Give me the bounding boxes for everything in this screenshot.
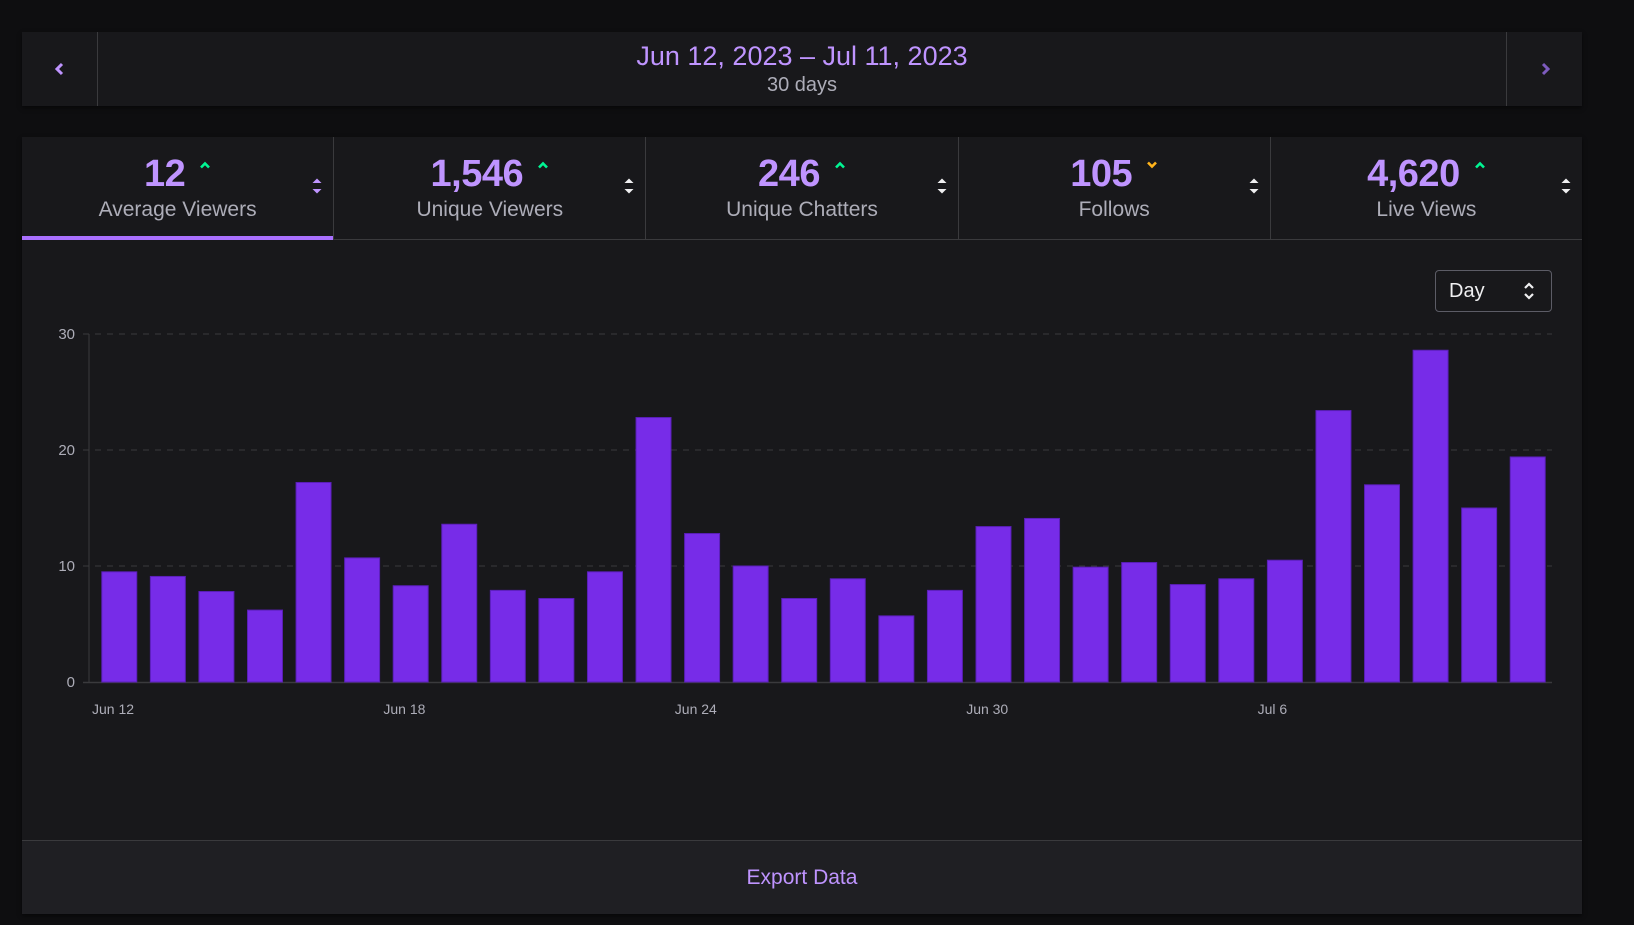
bar (149, 575, 186, 683)
date-range-bar: Jun 12, 2023 – Jul 11, 2023 30 days (22, 32, 1582, 106)
bar (878, 615, 915, 683)
stat-tab-average-viewers[interactable]: 12 Average Viewers (22, 137, 335, 240)
bar (1218, 578, 1255, 683)
trend-up-icon (835, 161, 845, 169)
stat-tab-live-views[interactable]: 4,620 Live Views (1271, 137, 1582, 239)
bar-chart: 0 10 20 30 Jun 12 Jun 18 Jun 24 Jun 30 Jul 6 (58, 326, 1552, 717)
x-tick-label: Jun 30 (966, 701, 1008, 717)
x-tick-label: Jun 24 (675, 701, 717, 717)
bar (538, 597, 575, 683)
bar (635, 417, 672, 683)
x-tick-label: Jun 12 (92, 701, 134, 717)
stat-label: Average Viewers (98, 198, 257, 221)
stat-label: Live Views (1376, 198, 1477, 221)
bar (829, 578, 866, 683)
bar (441, 523, 478, 683)
date-range-duration: 30 days (766, 74, 838, 96)
bar (1266, 559, 1303, 683)
stat-tab-unique-chatters[interactable]: 246 Unique Chatters (646, 137, 959, 239)
stat-value: 105 (1070, 153, 1133, 195)
bar (1461, 507, 1498, 683)
trend-down-icon (1147, 161, 1158, 169)
y-tick-label: 0 (67, 674, 75, 691)
chevron-right-icon (1541, 62, 1550, 76)
stat-label: Follows (1078, 198, 1150, 221)
bar (926, 589, 963, 683)
bar (1169, 584, 1206, 683)
chevron-up-down-icon (1524, 282, 1534, 300)
trend-up-icon (200, 161, 211, 169)
bar (1509, 456, 1546, 683)
bar (392, 585, 429, 683)
bar (489, 589, 526, 683)
interval-select-value: Day (1449, 279, 1485, 302)
bar (1024, 517, 1061, 683)
trend-up-icon (538, 161, 549, 169)
bar (975, 526, 1012, 683)
date-range-label: Jun 12, 2023 – Jul 11, 2023 (636, 41, 968, 71)
bar (1121, 562, 1158, 683)
bar (684, 533, 721, 683)
stat-value: 4,620 (1367, 153, 1460, 195)
bar (1364, 484, 1401, 683)
footer: Export Data (22, 840, 1582, 914)
interval-select[interactable]: Day (1435, 270, 1552, 312)
bar (586, 571, 623, 683)
bar (732, 565, 769, 683)
bar (1315, 410, 1352, 683)
y-tick-label: 20 (58, 442, 75, 459)
sort-icon[interactable] (623, 175, 635, 197)
bar (246, 609, 283, 683)
bar (1072, 566, 1109, 683)
bar (1412, 349, 1449, 683)
y-tick-label: 10 (58, 558, 75, 575)
previous-period-button[interactable] (22, 32, 98, 106)
x-tick-label: Jul 6 (1258, 701, 1288, 717)
stat-tab-follows[interactable]: 105 Follows (959, 137, 1271, 239)
stat-label: Unique Chatters (726, 198, 878, 221)
stat-tab-unique-viewers[interactable]: 1,546 Unique Viewers (334, 137, 647, 239)
next-period-button[interactable] (1506, 32, 1582, 106)
x-tick-label: Jun 18 (383, 701, 425, 717)
sort-icon[interactable] (1560, 175, 1572, 197)
sort-icon[interactable] (1248, 175, 1260, 197)
bar (101, 571, 138, 683)
trend-up-icon (1474, 161, 1485, 169)
chart-area: Day 0 10 20 30 Jun 12 Jun 18 Jun 24 Jun 30 Jul 6… (22, 240, 1582, 896)
export-data-button[interactable]: Export Data (746, 865, 858, 889)
bar (198, 591, 235, 683)
y-tick-label: 30 (58, 326, 75, 343)
stat-value: 12 (143, 153, 186, 195)
stat-value: 1,546 (430, 153, 524, 195)
analytics-panel: 12 Average Viewers 1,546 Unique Viewers … (22, 137, 1582, 914)
sort-icon[interactable] (936, 175, 948, 197)
chevron-left-icon (54, 62, 63, 76)
date-range-display: Jun 12, 2023 – Jul 11, 2023 30 days (98, 32, 1506, 106)
stat-label: Unique Viewers (416, 198, 564, 221)
stat-value: 246 (758, 153, 820, 195)
bar (781, 597, 818, 683)
sort-icon[interactable] (311, 175, 323, 197)
bar (295, 481, 332, 683)
bar (344, 557, 381, 683)
stat-tabs: 12 Average Viewers 1,546 Unique Viewers … (22, 137, 1582, 240)
